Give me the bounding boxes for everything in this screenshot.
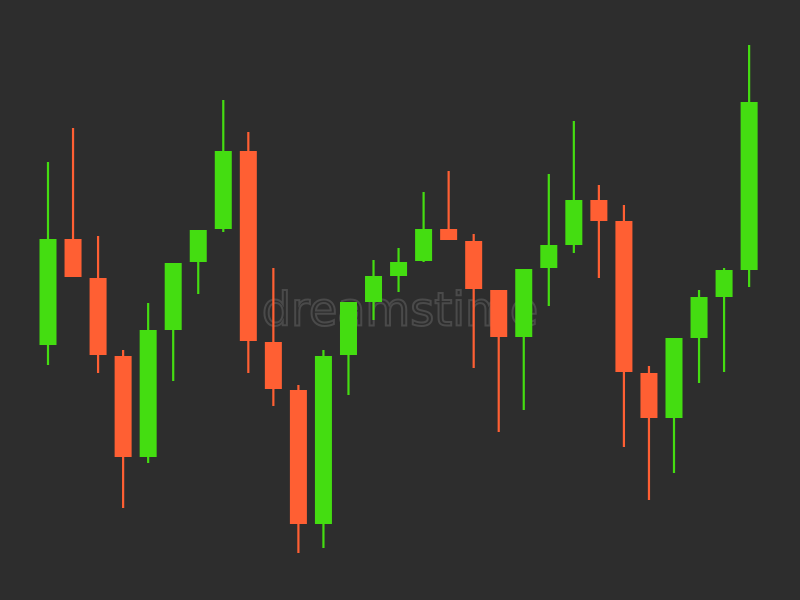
candle-body [289, 390, 307, 524]
candle-body [565, 200, 583, 245]
candle-body [314, 356, 332, 524]
candle-body [214, 151, 232, 229]
candle-body [740, 102, 758, 270]
candle-body [540, 245, 558, 268]
candle-body [164, 263, 182, 330]
candle-body [690, 297, 708, 338]
candle-body [264, 342, 282, 389]
candle-body [365, 276, 383, 302]
candle-body [189, 230, 207, 262]
candle-body [339, 302, 357, 355]
candle-body [39, 239, 57, 345]
candle-body [114, 356, 132, 457]
candle-body [640, 373, 658, 418]
candle-body [415, 229, 433, 261]
candle-body [465, 241, 483, 289]
candle-body [515, 269, 533, 337]
candle-body [715, 270, 733, 297]
candle-body [239, 151, 257, 341]
candle-body [64, 239, 82, 277]
candle-body [665, 338, 683, 418]
candle-body [440, 229, 458, 240]
candle-body [390, 262, 408, 276]
candle-body [89, 278, 107, 355]
candle-body [139, 330, 157, 457]
candle-body [615, 221, 633, 372]
candle-body [590, 200, 608, 221]
candle-body [490, 290, 508, 337]
